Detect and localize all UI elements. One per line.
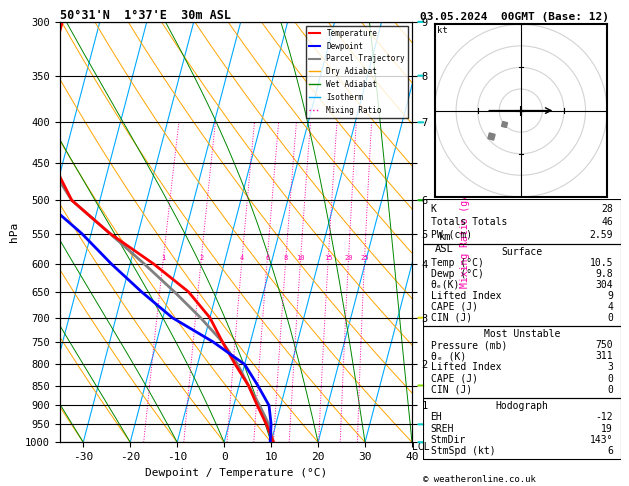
Text: 20: 20 xyxy=(344,255,353,261)
Text: Surface: Surface xyxy=(501,247,542,257)
Y-axis label: km
ASL: km ASL xyxy=(435,232,454,254)
Text: Mixing Ratio (g/kg): Mixing Ratio (g/kg) xyxy=(460,176,470,288)
Text: Dewp (°C): Dewp (°C) xyxy=(431,269,484,279)
Text: Most Unstable: Most Unstable xyxy=(484,329,560,339)
Text: 0: 0 xyxy=(607,312,613,323)
Text: Temp (°C): Temp (°C) xyxy=(431,258,484,268)
Text: 143°: 143° xyxy=(589,434,613,445)
Text: 311: 311 xyxy=(595,351,613,361)
Text: 8: 8 xyxy=(284,255,288,261)
Text: PW (cm): PW (cm) xyxy=(431,229,472,240)
Text: CIN (J): CIN (J) xyxy=(431,312,472,323)
Text: 4: 4 xyxy=(240,255,244,261)
Text: 3: 3 xyxy=(607,363,613,372)
Text: 304: 304 xyxy=(595,280,613,290)
Text: Totals Totals: Totals Totals xyxy=(431,217,507,226)
Text: 10: 10 xyxy=(296,255,305,261)
Text: 750: 750 xyxy=(595,340,613,350)
Text: StmSpd (kt): StmSpd (kt) xyxy=(431,446,495,456)
Text: StmDir: StmDir xyxy=(431,434,466,445)
Text: 6: 6 xyxy=(607,446,613,456)
Text: CAPE (J): CAPE (J) xyxy=(431,302,477,312)
Text: 0: 0 xyxy=(607,384,613,395)
Text: 1: 1 xyxy=(162,255,165,261)
Text: 19: 19 xyxy=(601,424,613,434)
Text: 6: 6 xyxy=(265,255,270,261)
Text: 03.05.2024  00GMT (Base: 12): 03.05.2024 00GMT (Base: 12) xyxy=(420,12,609,22)
Text: Hodograph: Hodograph xyxy=(495,401,548,411)
Text: EH: EH xyxy=(431,413,442,422)
Text: 4: 4 xyxy=(607,302,613,312)
Text: 28: 28 xyxy=(601,204,613,214)
Text: θₑ(K): θₑ(K) xyxy=(431,280,460,290)
Legend: Temperature, Dewpoint, Parcel Trajectory, Dry Adiabat, Wet Adiabat, Isotherm, Mi: Temperature, Dewpoint, Parcel Trajectory… xyxy=(306,26,408,118)
Text: kt: kt xyxy=(437,26,447,35)
Text: K: K xyxy=(431,204,437,214)
Text: θₑ (K): θₑ (K) xyxy=(431,351,466,361)
Text: 9.8: 9.8 xyxy=(595,269,613,279)
Text: LCL: LCL xyxy=(412,442,430,452)
X-axis label: Dewpoint / Temperature (°C): Dewpoint / Temperature (°C) xyxy=(145,468,327,478)
Text: 50°31'N  1°37'E  30m ASL: 50°31'N 1°37'E 30m ASL xyxy=(60,9,231,22)
Text: 10.5: 10.5 xyxy=(589,258,613,268)
Text: 15: 15 xyxy=(324,255,333,261)
Text: -12: -12 xyxy=(595,413,613,422)
Text: 2.59: 2.59 xyxy=(589,229,613,240)
Text: Pressure (mb): Pressure (mb) xyxy=(431,340,507,350)
Text: 9: 9 xyxy=(607,291,613,301)
Text: SREH: SREH xyxy=(431,424,454,434)
Text: CAPE (J): CAPE (J) xyxy=(431,374,477,383)
Text: CIN (J): CIN (J) xyxy=(431,384,472,395)
Y-axis label: hPa: hPa xyxy=(9,222,19,242)
Text: Lifted Index: Lifted Index xyxy=(431,363,501,372)
Text: Lifted Index: Lifted Index xyxy=(431,291,501,301)
Text: 25: 25 xyxy=(360,255,369,261)
Text: 2: 2 xyxy=(199,255,204,261)
Text: © weatheronline.co.uk: © weatheronline.co.uk xyxy=(423,474,535,484)
Text: 0: 0 xyxy=(607,374,613,383)
Text: 46: 46 xyxy=(601,217,613,226)
